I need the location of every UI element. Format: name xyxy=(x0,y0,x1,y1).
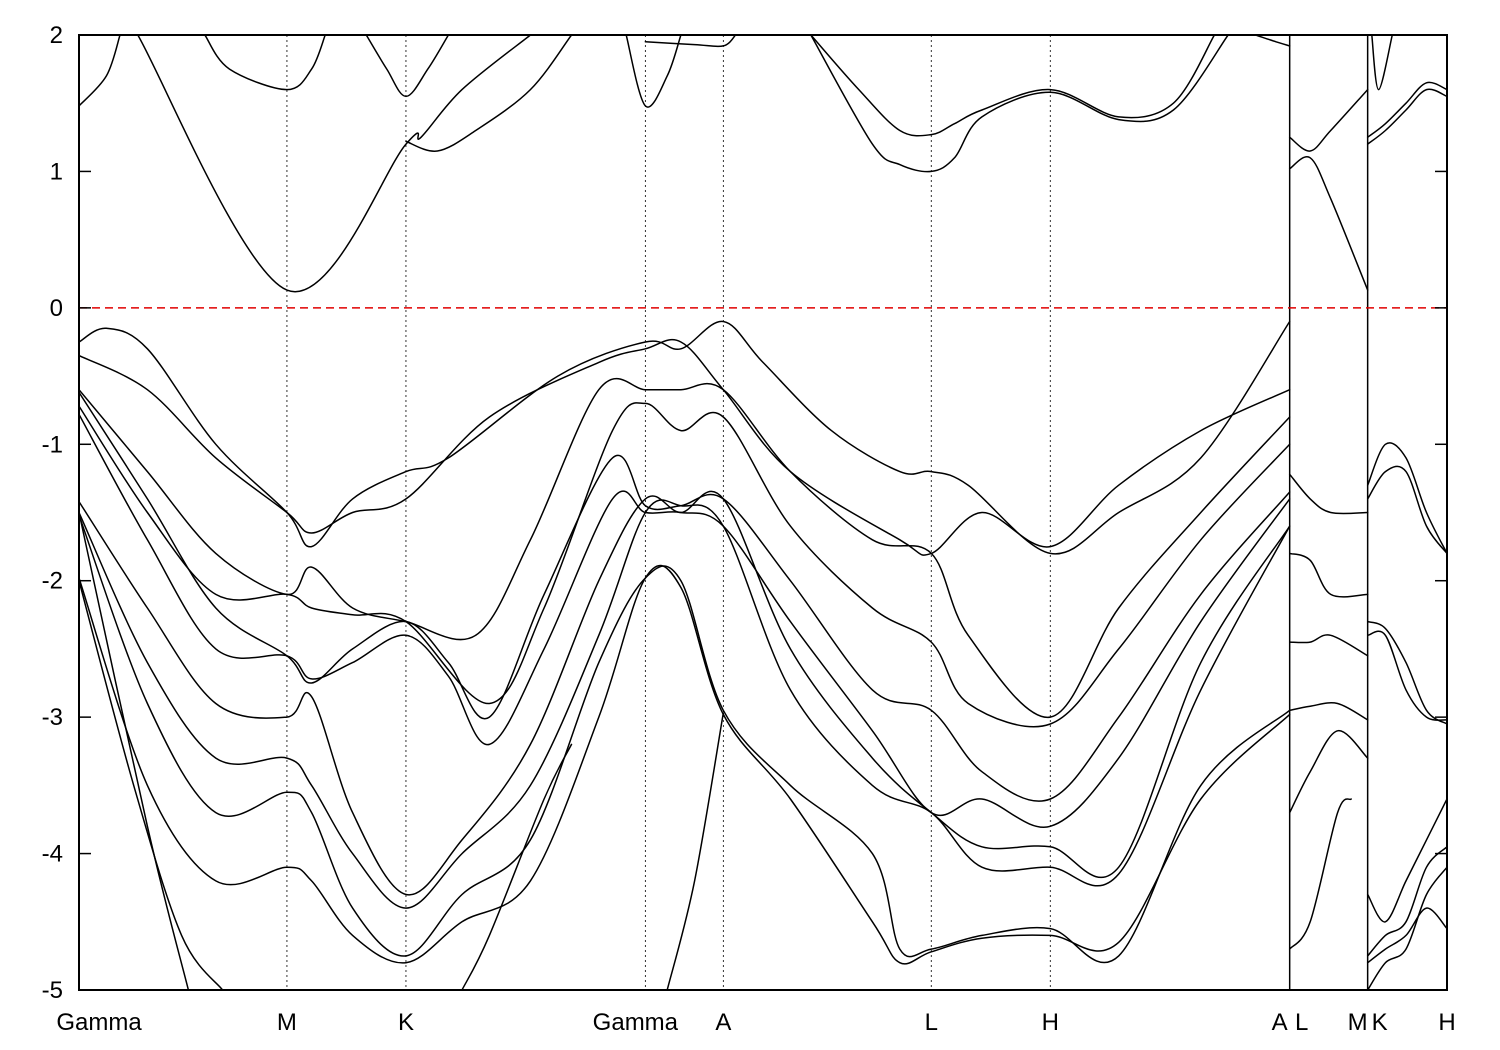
band-line xyxy=(1288,702,1369,721)
band-line xyxy=(810,35,1229,173)
band-line xyxy=(1371,35,1394,91)
band-line xyxy=(79,402,1291,728)
x-tick-labels: Gamma M K Gamma A L H A L M K H xyxy=(56,1009,1455,1036)
band-line xyxy=(625,35,682,108)
y-tick-label: -2 xyxy=(42,568,63,595)
kpoint-gridlines xyxy=(286,35,1369,990)
band-line xyxy=(461,743,573,990)
band-line xyxy=(1288,634,1369,657)
band-line xyxy=(1288,798,1352,950)
band-line xyxy=(666,712,725,990)
band-line xyxy=(1366,88,1447,145)
band-line xyxy=(1288,88,1369,152)
band-line xyxy=(79,320,1291,555)
band-line xyxy=(1366,846,1447,957)
band-line xyxy=(1288,730,1369,814)
band-line xyxy=(1366,465,1447,555)
x-tick-label: A xyxy=(715,1009,731,1036)
y-tick-labels: 2 1 0 -1 -2 -3 -4 -5 xyxy=(42,22,63,1004)
band-line xyxy=(365,35,450,98)
band-line xyxy=(1366,866,1447,990)
band-line xyxy=(1366,620,1447,725)
x-tick-label: M xyxy=(277,1009,297,1036)
band-line xyxy=(79,377,1291,718)
band-lines xyxy=(79,35,1447,990)
axis-ticks xyxy=(79,34,1447,991)
y-tick-label: -4 xyxy=(42,841,63,868)
band-line xyxy=(644,35,737,48)
band-line xyxy=(1366,907,1447,964)
band-line xyxy=(79,35,121,107)
x-tick-label: M xyxy=(1348,1009,1368,1036)
x-tick-label: Gamma xyxy=(593,1009,679,1036)
band-line xyxy=(79,391,1291,802)
x-tick-label: Gamma xyxy=(56,1009,142,1036)
band-line xyxy=(1366,798,1447,923)
band-line xyxy=(204,35,326,91)
band-line xyxy=(137,35,532,293)
band-line xyxy=(1288,156,1369,291)
band-line xyxy=(79,338,1291,556)
x-tick-label: L xyxy=(1295,1009,1308,1036)
y-tick-label: 1 xyxy=(50,158,63,185)
x-tick-label: H xyxy=(1438,1009,1455,1036)
band-line xyxy=(1288,473,1369,515)
band-line xyxy=(1288,552,1369,598)
x-tick-label: A xyxy=(1272,1009,1288,1036)
plot-frame xyxy=(78,34,1448,991)
band-line xyxy=(79,490,1291,896)
band-line xyxy=(810,35,1216,137)
band-line xyxy=(1366,442,1447,555)
y-tick-label: 0 xyxy=(50,295,63,322)
y-tick-label: 2 xyxy=(50,22,63,49)
band-line xyxy=(79,564,1291,965)
band-line xyxy=(79,511,190,990)
band-line xyxy=(79,499,1291,909)
x-tick-label: K xyxy=(1372,1009,1388,1036)
band-line xyxy=(405,35,573,152)
band-line xyxy=(1254,35,1291,47)
y-tick-label: -1 xyxy=(42,431,63,458)
x-tick-label: L xyxy=(925,1009,938,1036)
y-tick-label: -3 xyxy=(42,704,63,731)
band-line xyxy=(1366,81,1447,139)
band-line xyxy=(79,413,1291,828)
band-line xyxy=(79,514,1291,964)
band-line xyxy=(1366,630,1447,721)
x-tick-label: H xyxy=(1042,1009,1059,1036)
y-tick-label: -5 xyxy=(42,977,63,1004)
x-tick-label: K xyxy=(398,1009,414,1036)
band-line xyxy=(79,579,224,990)
